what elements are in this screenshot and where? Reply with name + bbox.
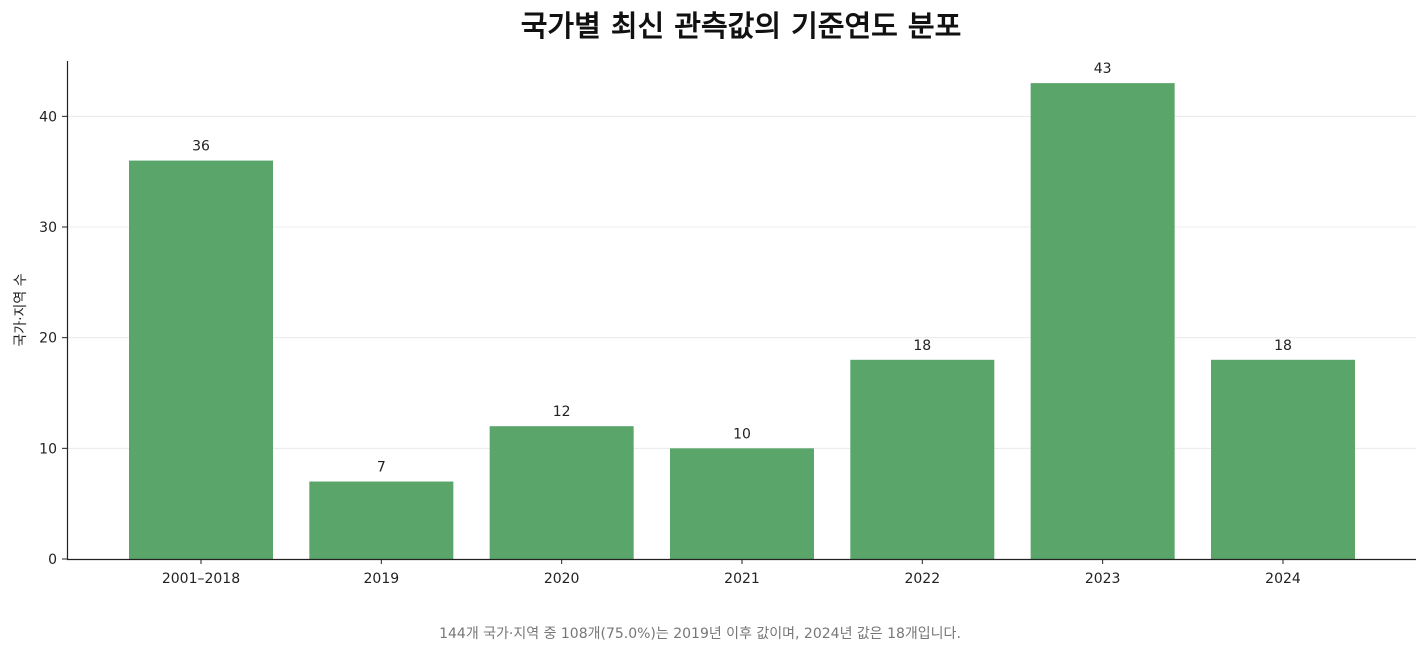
x-tick-label: 2001–2018 bbox=[162, 571, 240, 587]
bar bbox=[129, 160, 273, 559]
bars bbox=[129, 83, 1355, 559]
y-axis-label: 국가·지역 수 bbox=[13, 273, 29, 346]
bar bbox=[489, 426, 634, 559]
x-tick-label: 2023 bbox=[1085, 571, 1121, 587]
x-tick-label: 2024 bbox=[1265, 571, 1301, 587]
x-tick-label: 2021 bbox=[724, 571, 760, 587]
footnote: 144개 국가·지역 중 108개(75.0%)는 2019년 이후 값이며, … bbox=[439, 626, 961, 642]
chart-title: 국가별 최신 관측값의 기준연도 분포 bbox=[521, 9, 962, 43]
bar-value-label: 12 bbox=[553, 404, 571, 420]
bar-value-label: 36 bbox=[192, 139, 210, 155]
y-tick-label: 20 bbox=[39, 331, 57, 347]
x-tick-label: 2019 bbox=[364, 571, 400, 587]
bar bbox=[850, 359, 995, 559]
bar bbox=[1210, 359, 1355, 559]
y-tick-label: 10 bbox=[39, 441, 57, 457]
y-tick-label: 30 bbox=[39, 220, 57, 236]
bar-value-label: 18 bbox=[913, 338, 931, 354]
y-tick-label: 40 bbox=[39, 109, 57, 125]
x-axis-ticks: 2001–2018 2019 2020 2021 2022 2023 2024 bbox=[162, 559, 1301, 587]
y-axis-ticks: 0 10 20 30 40 bbox=[39, 109, 67, 568]
bar-value-label: 43 bbox=[1094, 61, 1112, 77]
x-tick-label: 2022 bbox=[904, 571, 940, 587]
data-labels: 36 7 12 10 18 43 18 bbox=[192, 61, 1292, 475]
bar-value-label: 18 bbox=[1274, 338, 1292, 354]
bar-value-label: 10 bbox=[733, 426, 751, 442]
bar bbox=[1030, 83, 1175, 559]
x-tick-label: 2020 bbox=[544, 571, 580, 587]
bar-value-label: 7 bbox=[377, 460, 386, 476]
y-tick-label: 0 bbox=[48, 552, 57, 568]
bar bbox=[669, 448, 814, 559]
bar bbox=[309, 481, 454, 559]
